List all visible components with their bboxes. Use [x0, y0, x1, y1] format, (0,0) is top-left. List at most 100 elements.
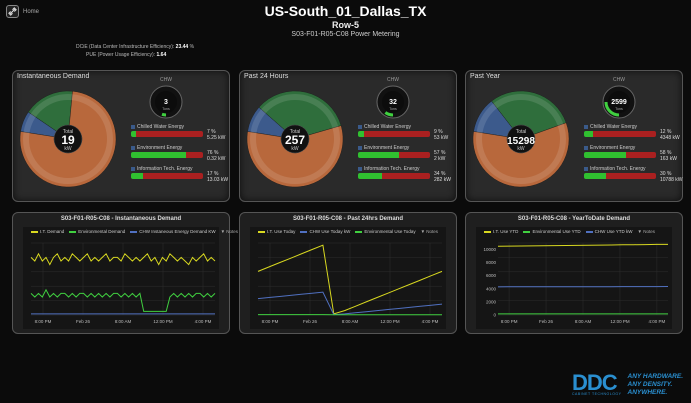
metric-progress-bar [584, 131, 656, 137]
logo-tagline-3: ANYWHERE. [627, 389, 668, 396]
row-label: Row-5 [332, 20, 359, 30]
metric-label: Chilled Water Energy [364, 123, 412, 130]
chart-title: S03-F01-R05-C08 - Past 24hrs Demand [292, 216, 404, 222]
legend-item[interactable]: CHW Use YTD kW [585, 229, 633, 234]
chw-unit: Tons [389, 107, 397, 111]
legend-swatch [130, 231, 138, 233]
x-tick-label: 12:00 PM [380, 319, 400, 324]
x-tick-label: 12:00 PM [153, 319, 173, 324]
metric-unit: kW [443, 177, 451, 183]
x-tick-label: 8:00 AM [342, 319, 359, 324]
metric-percent: 17 [207, 171, 213, 177]
metric-value: 10788 [660, 177, 674, 183]
metric-value: 2 [434, 156, 437, 162]
home-label[interactable]: Home [23, 8, 40, 15]
logo-brand-sub: CABINET TECHNOLOGY [571, 392, 622, 396]
x-tick-label: Feb 26 [303, 319, 318, 324]
x-tick-label: 4:00 PM [422, 319, 439, 324]
home-link[interactable]: Home [6, 5, 39, 18]
legend-label: I.T. Use YTD [493, 229, 519, 234]
chart-legend: I.T. Demand Environmental Demand CHW Insta… [31, 229, 238, 234]
chart-panel: S03-F01-R05-C08 - Past 24hrs Demand I.T. … [239, 212, 457, 334]
dcie-label: DCiE (Data Center Infrastructure Efficie… [76, 44, 175, 50]
metric-percent-unit: % [666, 129, 672, 135]
legend-label: Environmental Use YTD [532, 229, 581, 234]
device-subtitle: S03-F01-R05-C08 Power Metering [291, 31, 400, 38]
notes-label: Notes [643, 229, 656, 234]
x-tick-label: 12:00 PM [610, 319, 630, 324]
metric-percent-unit: % [440, 171, 446, 177]
metric-row: Information Tech. Energy 30 % 10788 kW [584, 165, 684, 183]
link-icon[interactable] [6, 5, 19, 18]
metric-progress-fill [131, 152, 186, 158]
legend-item[interactable]: CHW Instaneous Energy Demand KW [130, 229, 216, 234]
metric-unit: kW [440, 135, 449, 141]
legend-item[interactable]: CHW Use Today kW [300, 229, 350, 234]
metric-progress-fill [131, 173, 144, 179]
donut-total-value: 257 [285, 133, 305, 147]
metric-percent: 57 [434, 150, 440, 156]
metric-progress-bar [358, 173, 430, 179]
metric-label: Environment Energy [364, 144, 410, 151]
notes-toggle[interactable]: ▼ Notes [421, 229, 438, 234]
donut-total-label: Total [516, 129, 527, 135]
legend-item[interactable]: I.T. Use YTD [484, 229, 518, 234]
metric-label: Chilled Water Energy [590, 123, 638, 130]
donut-total-label: Total [290, 129, 301, 135]
page-title: US-South_01_Dallas_TX [264, 3, 427, 19]
legend-item[interactable]: I.T. Use Today [258, 229, 295, 234]
metric-percent: 12 [660, 129, 666, 135]
metric-percent: 58 [660, 150, 666, 156]
x-tick-label: Feb 26 [539, 319, 554, 324]
metric-progress-fill [358, 173, 383, 179]
metric-icon [584, 145, 588, 150]
chart-area: I.T. Use YTD Environmental Use YTD CHW Use… [476, 227, 672, 329]
chw-label: CHW [387, 77, 399, 83]
metric-icon [131, 145, 135, 150]
legend-item[interactable]: I.T. Demand [31, 229, 64, 234]
legend-item[interactable]: Environmental Use Today [355, 229, 416, 234]
metric-unit: kW [669, 156, 677, 162]
legend-item[interactable]: Environmental Use YTD [523, 229, 581, 234]
panel-title: Instantaneous Demand [17, 73, 90, 80]
x-tick-label: Feb 26 [76, 319, 91, 324]
metric-label: Chilled Water Energy [137, 123, 185, 130]
dcie-value: 23.44 [175, 44, 189, 50]
notes-icon: ▼ [420, 229, 427, 234]
legend-swatch [523, 231, 531, 233]
legend-item[interactable]: Environmental Demand [69, 229, 125, 234]
series-line-environmental-demand [30, 288, 216, 312]
metric-value: 5.25 [207, 135, 217, 141]
metric-percent-unit: % [440, 150, 446, 156]
metric-progress-fill [358, 152, 400, 158]
metric-percent-unit: % [211, 129, 216, 135]
metric-percent: 76 [207, 150, 213, 156]
series-line-i-t-use-ytd [497, 243, 668, 247]
metric-value: 163 [660, 156, 669, 162]
metric-progress-fill [584, 173, 606, 179]
chw-gauge-arc [604, 101, 620, 117]
notes-toggle[interactable]: ▼ Notes [638, 229, 655, 234]
metric-icon [131, 166, 135, 171]
y-tick-label: 2000 [486, 299, 497, 304]
legend-label: I.T. Demand [40, 229, 65, 234]
legend-label: CHW Use YTD kW [594, 229, 633, 234]
metric-percent-unit: % [666, 150, 672, 156]
dcie-unit: % [189, 44, 195, 50]
series-line-i-t-demand [30, 252, 216, 266]
legend-label: Environmental Demand [78, 229, 126, 234]
chw-unit: Tons [162, 107, 170, 111]
legend-swatch [484, 231, 491, 233]
metric-percent-unit: % [213, 150, 219, 156]
metric-progress-bar [584, 152, 656, 158]
legend-label: CHW Use Today kW [309, 229, 351, 234]
metric-progress-fill [131, 131, 137, 137]
metric-row: Chilled Water Energy 12 % 4348 kW [584, 123, 684, 141]
metric-percent-unit: % [438, 129, 443, 135]
logo-brand: DDC [571, 370, 618, 395]
notes-toggle[interactable]: ▼ Notes [221, 229, 238, 234]
metric-value: 0.32 [207, 156, 217, 162]
